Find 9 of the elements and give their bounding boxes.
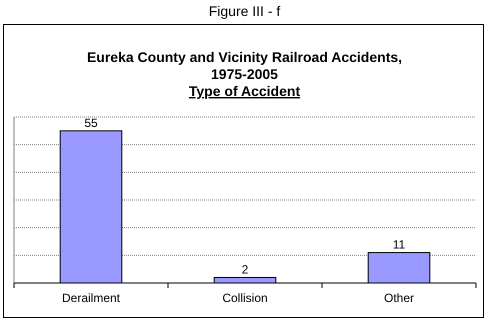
text: Figure III - f bbox=[208, 3, 280, 19]
x-tick-label: Other bbox=[384, 291, 414, 305]
chart-subtitle: Type of Accident bbox=[188, 83, 300, 99]
data-label: 2 bbox=[242, 262, 249, 276]
chart-title: Eureka County and Vicinity Railroad Accidents, 1975-2005 bbox=[86, 49, 402, 82]
x-tick-label: Derailment bbox=[62, 291, 121, 305]
data-label: 11 bbox=[392, 238, 406, 252]
data-label: 55 bbox=[84, 116, 98, 130]
x-tick-label: Collision bbox=[222, 291, 268, 305]
